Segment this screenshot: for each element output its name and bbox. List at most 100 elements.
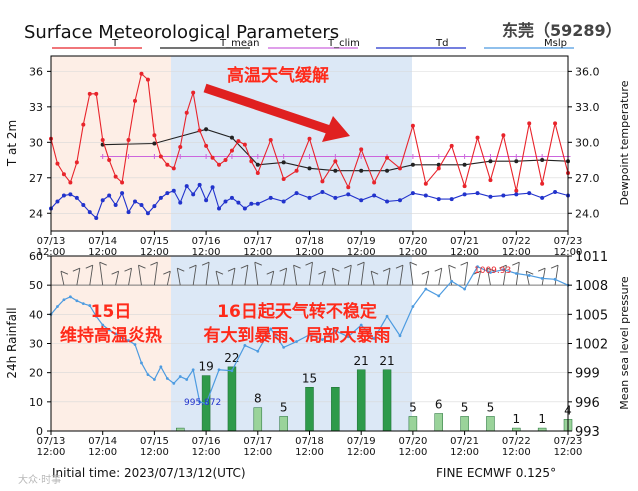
wind-barb (188, 264, 197, 286)
mslp-point (256, 349, 260, 353)
rain-bar (331, 387, 340, 432)
rainfall-x-tick-time: 12:00 (450, 447, 479, 458)
mslp-point (68, 295, 72, 299)
t-point (184, 110, 189, 115)
rain-value-label: 6 (435, 398, 443, 412)
rainfall-tick-label: 30 (29, 338, 43, 351)
mslp-point (553, 277, 557, 281)
mslp-point (114, 332, 118, 336)
heat-annotation-line1: 15日 (91, 302, 132, 322)
t-point (107, 158, 112, 163)
mslp-point (198, 400, 202, 404)
dewpoint-axis-label: Dewpoint temperature (618, 80, 631, 205)
pressure-tick-label: 1008 (575, 279, 608, 294)
t-point (242, 142, 247, 147)
rainfall-x-tick-time: 12:00 (502, 447, 531, 458)
td-point (488, 194, 493, 199)
temperature-tick-label: 30 (29, 136, 43, 149)
t-mean-point (333, 168, 338, 173)
t-clim-point (307, 154, 312, 160)
mslp-point (191, 368, 195, 372)
td-point (81, 202, 86, 207)
temperature-x-tick-time: 12:00 (88, 247, 117, 258)
t-clim-point (281, 154, 287, 160)
wind-barb (370, 270, 379, 286)
wind-barb (201, 261, 210, 286)
model-name: FINE ECMWF 0.125° (436, 466, 556, 480)
td-point (217, 206, 222, 211)
t-mean-point (255, 162, 260, 167)
td-point (133, 199, 138, 204)
t-point (236, 139, 241, 144)
temperature-x-tick-date: 07/22 (502, 236, 531, 247)
td-point (229, 195, 234, 200)
t-mean-point (462, 162, 467, 167)
rain-value-label: 21 (354, 354, 369, 368)
td-point (204, 198, 209, 203)
td-point (165, 191, 170, 196)
t-point (249, 159, 254, 164)
temperature-tick-label: 36 (29, 65, 43, 78)
t-point (475, 135, 480, 140)
td-point (436, 197, 441, 202)
td-point (410, 191, 415, 196)
rain-bar (434, 413, 443, 432)
td-point (385, 199, 390, 204)
rainfall-x-tick-date: 07/21 (450, 436, 479, 447)
rain-value-label: 19 (198, 360, 213, 374)
td-point (423, 193, 428, 198)
temperature-tick-label: 24 (29, 207, 43, 220)
rain-value-label: 5 (409, 400, 417, 414)
mslp-point (359, 323, 363, 327)
td-point (74, 195, 79, 200)
mslp-point (527, 274, 531, 277)
t-clim-point (151, 154, 157, 160)
t-point (87, 91, 92, 96)
rainfall-x-tick-time: 12:00 (192, 447, 221, 458)
t-point (178, 145, 183, 150)
rain-bar (356, 369, 366, 432)
td-point (178, 200, 183, 205)
legend-label: T (111, 38, 119, 49)
wind-barb (85, 264, 94, 286)
mslp-point (94, 314, 98, 318)
legend-label: Td (435, 38, 448, 49)
rainfall-x-tick-date: 07/14 (88, 436, 117, 447)
wind-barb (434, 267, 443, 286)
mslp-point (62, 298, 66, 302)
pressure-min-label: 995.872 (184, 398, 221, 408)
legend-label: T_clim (327, 38, 360, 49)
rain-value-label: 5 (461, 400, 469, 414)
t-point (462, 184, 467, 189)
td-point (249, 201, 254, 206)
td-point (372, 193, 377, 198)
wind-barb (240, 264, 249, 286)
td-point (527, 191, 532, 196)
pressure-axis-label: Mean sea level pressure (618, 276, 631, 410)
mslp-point (308, 333, 311, 337)
t-clim-point (126, 154, 132, 160)
wind-barb (72, 267, 81, 286)
chart-legend: T T_mean T_clim Td Mslp (52, 38, 574, 49)
td-point (333, 195, 338, 200)
temperature-x-tick-date: 07/23 (554, 236, 583, 247)
t-point (113, 174, 118, 179)
td-point (268, 195, 273, 200)
wind-barb (279, 267, 288, 286)
t-point (410, 123, 415, 128)
rainfall-x-tick-date: 07/18 (295, 436, 324, 447)
temperature-x-tick-date: 07/19 (347, 236, 376, 247)
init-time: Initial time: 2023/07/13/12(UTC) (52, 466, 246, 480)
wind-barb (266, 270, 275, 286)
dewpoint-tick-label: 33.0 (575, 101, 600, 114)
rain-bar (486, 416, 495, 432)
t-clim-point (332, 154, 338, 160)
mslp-point (185, 378, 189, 381)
temperature-x-tick-time: 12:00 (347, 247, 376, 258)
td-point (61, 193, 66, 198)
mslp-point (172, 381, 176, 385)
mslp-point (127, 339, 130, 342)
mslp-point (321, 338, 324, 342)
temperature-x-tick-date: 07/21 (450, 236, 479, 247)
